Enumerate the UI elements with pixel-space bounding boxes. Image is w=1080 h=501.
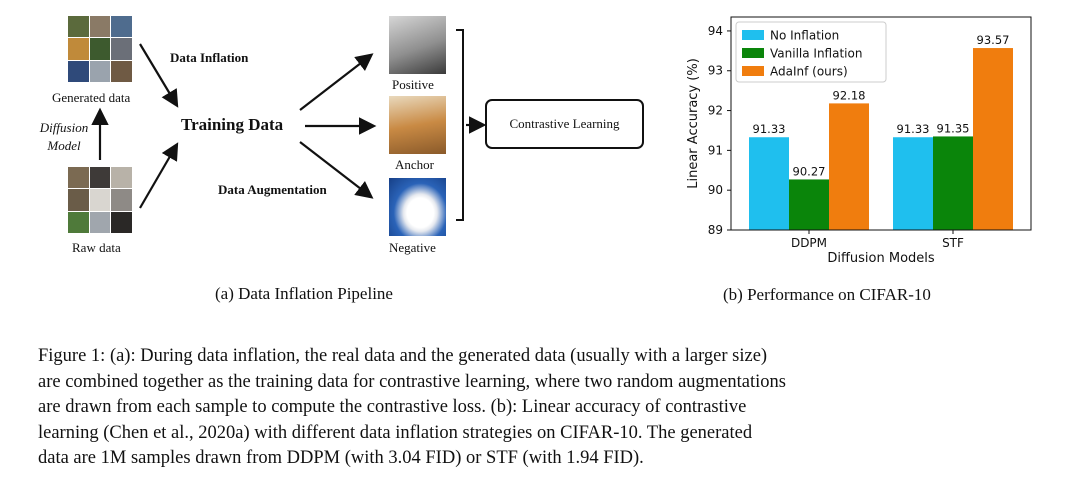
bar [829, 103, 869, 230]
caption-line: Figure 1: (a): During data inflation, th… [38, 346, 768, 366]
raw-data-image [68, 167, 132, 233]
pipeline-arrows [91, 29, 487, 221]
contrastive-learning-label: Contrastive Learning [509, 116, 620, 131]
y-tick-label: 90 [708, 183, 723, 197]
y-tick-label: 94 [708, 24, 723, 38]
raw-to-training-arrow [139, 142, 179, 209]
subcaption-b: (b) Performance on CIFAR-10 [723, 285, 931, 304]
anchor-view-image [389, 96, 446, 154]
legend-label: No Inflation [770, 29, 839, 43]
accuracy-bar-chart: 91.33 90.27 92.18 DDPM 91.33 91.35 93.57 STF 89 9… [686, 16, 1032, 266]
data-label: 91.35 [937, 121, 970, 135]
raw-data-label: Raw data [72, 240, 121, 255]
generated-data-label: Generated data [52, 90, 131, 105]
positive-view-image [389, 16, 446, 74]
plot-area: 91.33 90.27 92.18 DDPM 91.33 91.35 93.57 STF 89 9… [686, 16, 1032, 266]
diffusion-model-label: Diffusion Model [39, 120, 89, 153]
x-tick-label: DDPM [791, 236, 827, 250]
bar [749, 137, 789, 230]
x-axis-label: Diffusion Models [827, 251, 935, 266]
negative-view-image [389, 178, 446, 236]
bar [933, 136, 973, 230]
data-label: 91.33 [753, 122, 786, 136]
caption-line: are combined together as the training da… [38, 371, 786, 392]
y-tick-label: 91 [708, 143, 723, 157]
caption-line: are drawn from each sample to compute th… [38, 397, 747, 417]
anchor-label: Anchor [395, 157, 434, 172]
generated-to-training-arrow [139, 43, 179, 108]
legend-swatch [742, 30, 764, 40]
training-to-positive-arrow [299, 53, 374, 111]
y-tick-label: 89 [708, 223, 723, 237]
plot-frame [730, 16, 1032, 231]
bar [973, 48, 1013, 231]
training-to-negative-arrow [299, 141, 374, 199]
data-label: 91.33 [897, 122, 930, 136]
y-axis-label: Linear Accuracy (%) [686, 58, 701, 189]
y-tick-label: 92 [708, 104, 723, 118]
data-label: 90.27 [793, 164, 826, 178]
legend-label: AdaInf (ours) [770, 65, 848, 79]
figure-caption: Figure 1: (a): During data inflation, th… [38, 344, 1048, 472]
legend-swatch [742, 66, 764, 76]
data-inflation-label: Data Inflation [170, 50, 249, 65]
y-tick-label: 93 [708, 64, 723, 78]
views-bracket [456, 29, 464, 221]
data-augmentation-label: Data Augmentation [218, 182, 327, 197]
legend-box [735, 21, 887, 83]
data-label: 92.18 [833, 88, 866, 102]
generated-data-image [68, 16, 132, 82]
x-tick-label: STF [942, 236, 964, 250]
data-label: 93.57 [977, 33, 1010, 47]
legend-swatch [742, 48, 764, 58]
training-data-label: Training Data [181, 115, 284, 134]
caption-line: learning (Chen et al., 2020a) with diffe… [38, 422, 753, 443]
negative-label: Negative [389, 240, 436, 255]
subcaption-a: (a) Data Inflation Pipeline [215, 284, 393, 303]
caption-line: data are 1M samples drawn from DDPM (wit… [38, 448, 644, 468]
bar [893, 137, 933, 230]
bar [789, 179, 829, 230]
positive-label: Positive [392, 77, 434, 92]
legend-label: Vanilla Inflation [770, 47, 862, 61]
